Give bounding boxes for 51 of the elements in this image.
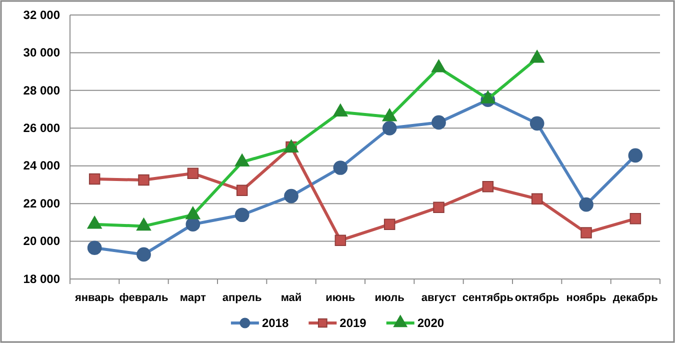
y-tick-label: 26 000 xyxy=(23,120,60,135)
point xyxy=(382,120,397,136)
point xyxy=(431,59,446,72)
y-tick-label: 22 000 xyxy=(23,196,60,210)
point xyxy=(530,116,544,131)
point xyxy=(186,217,200,232)
point xyxy=(333,104,348,117)
point xyxy=(87,240,102,256)
legend-label: 2020 xyxy=(417,316,444,330)
point xyxy=(628,148,643,163)
point xyxy=(138,174,150,186)
point xyxy=(234,154,250,167)
point xyxy=(88,173,100,185)
point xyxy=(480,90,496,104)
x-tick-label: март xyxy=(180,292,207,304)
point xyxy=(136,247,151,262)
point xyxy=(334,234,346,246)
x-tick-label: апрель xyxy=(222,292,262,304)
x-tick-label: сентябрь xyxy=(462,292,514,304)
point xyxy=(432,115,446,130)
y-tick-label: 18 000 xyxy=(23,272,60,286)
x-tick-label: октябрь xyxy=(514,292,560,304)
point xyxy=(579,197,594,212)
point xyxy=(580,227,592,238)
point xyxy=(482,180,494,192)
x-tick-label: декабрь xyxy=(612,292,658,304)
y-tick-label: 24 000 xyxy=(23,158,60,173)
x-tick-label: август xyxy=(421,292,457,304)
point xyxy=(234,208,250,222)
point xyxy=(384,218,396,230)
y-tick-label: 20 000 xyxy=(23,234,60,248)
point xyxy=(433,202,444,213)
x-tick-label: июнь xyxy=(326,292,356,304)
x-tick-label: май xyxy=(280,292,302,304)
point xyxy=(284,188,298,204)
point xyxy=(630,213,642,224)
y-tick-label: 32 000 xyxy=(23,8,60,22)
x-tick-label: ноябрь xyxy=(566,292,606,304)
legend-label: 2019 xyxy=(340,316,367,330)
point xyxy=(187,168,199,180)
x-tick-label: январь xyxy=(74,292,114,304)
x-tick-label: июль xyxy=(374,292,405,304)
x-tick-label: февраль xyxy=(119,292,168,304)
legend-label: 2018 xyxy=(262,316,289,330)
point xyxy=(382,108,397,122)
y-tick-label: 30 000 xyxy=(23,46,60,60)
point xyxy=(530,50,544,63)
point xyxy=(236,184,248,196)
point xyxy=(531,193,543,204)
y-tick-label: 28 000 xyxy=(23,83,60,98)
point xyxy=(333,160,348,175)
